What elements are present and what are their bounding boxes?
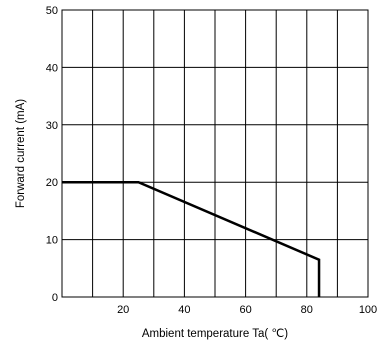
y-axis-tick-labels: 0 10 20 30 40 50: [46, 5, 58, 304]
series-line: [62, 180, 321, 297]
y-tick-label: 50: [46, 5, 58, 17]
x-axis-tick-labels: 20 40 60 80 100: [117, 304, 377, 316]
series-group: [62, 180, 321, 297]
y-tick-label: 0: [52, 292, 58, 304]
y-tick-label: 10: [46, 235, 58, 247]
y-axis-title: Forward current (mA): [15, 99, 27, 208]
grid-lines: [62, 10, 368, 297]
x-tick-label: 40: [178, 304, 190, 316]
x-tick-label: 20: [117, 304, 129, 316]
x-axis-title: Ambient temperature Ta( ℃): [142, 328, 288, 340]
x-tick-label: 100: [359, 304, 377, 316]
plot-area-frame: [61, 9, 369, 298]
y-tick-label: 20: [46, 177, 58, 189]
y-tick-label: 40: [46, 62, 58, 74]
x-tick-label: 60: [239, 304, 251, 316]
x-tick-label: 80: [301, 304, 313, 316]
y-tick-label: 30: [46, 120, 58, 132]
